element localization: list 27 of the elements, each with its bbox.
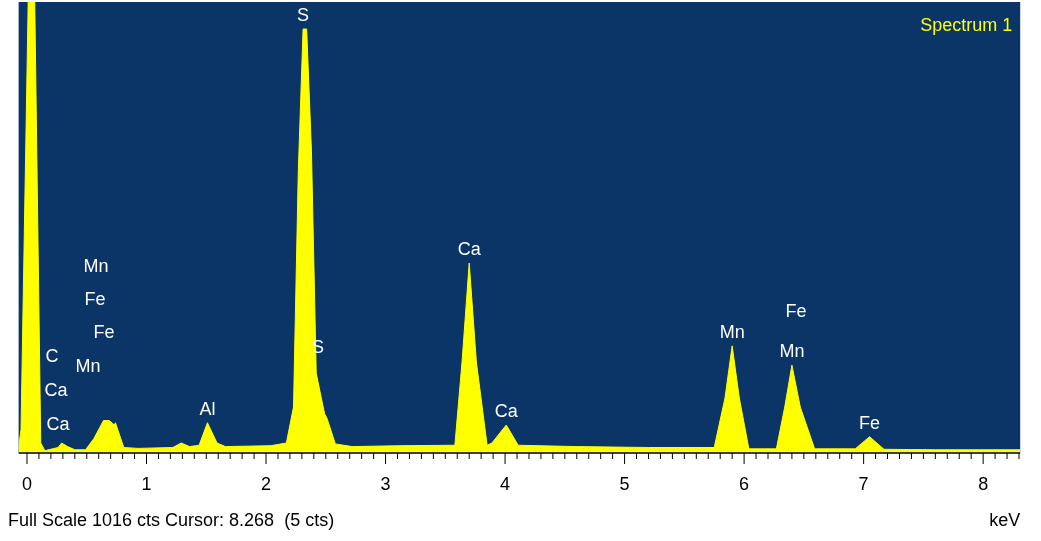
- x-tick-label: 4: [500, 473, 511, 494]
- annotation: Fe: [859, 412, 881, 433]
- annotation: Mn: [83, 255, 109, 276]
- annotation: Fe: [93, 321, 115, 342]
- text: Full Scale 1016 cts Cursor: 8.268 (5 cts): [8, 509, 335, 530]
- annotation: S: [297, 4, 310, 25]
- annotation: C: [45, 345, 59, 366]
- annotation: Fe: [785, 300, 807, 321]
- x-tick-label: 1: [141, 473, 152, 494]
- annotation: Al: [199, 398, 216, 419]
- annotation: Fe: [84, 288, 106, 309]
- annotation: Ca: [46, 413, 71, 434]
- annotation: Spectrum 1: [920, 14, 1013, 35]
- x-tick-label: 6: [739, 473, 750, 494]
- x-axis-title: keV: [989, 509, 1021, 530]
- x-tick-label: 3: [380, 473, 391, 494]
- x-tick-label: 7: [858, 473, 869, 494]
- x-tick-label: 0: [21, 473, 32, 494]
- annotation: Mn: [779, 341, 805, 362]
- x-tick-label: 2: [261, 473, 272, 494]
- annotation: Ca: [494, 400, 519, 421]
- annotation: Ca: [457, 238, 482, 259]
- annotation: Mn: [75, 355, 101, 376]
- x-tick-label: 8: [978, 473, 989, 494]
- x-tick-label: 5: [619, 473, 630, 494]
- annotation: Ca: [44, 379, 69, 400]
- annotation: Mn: [719, 321, 745, 342]
